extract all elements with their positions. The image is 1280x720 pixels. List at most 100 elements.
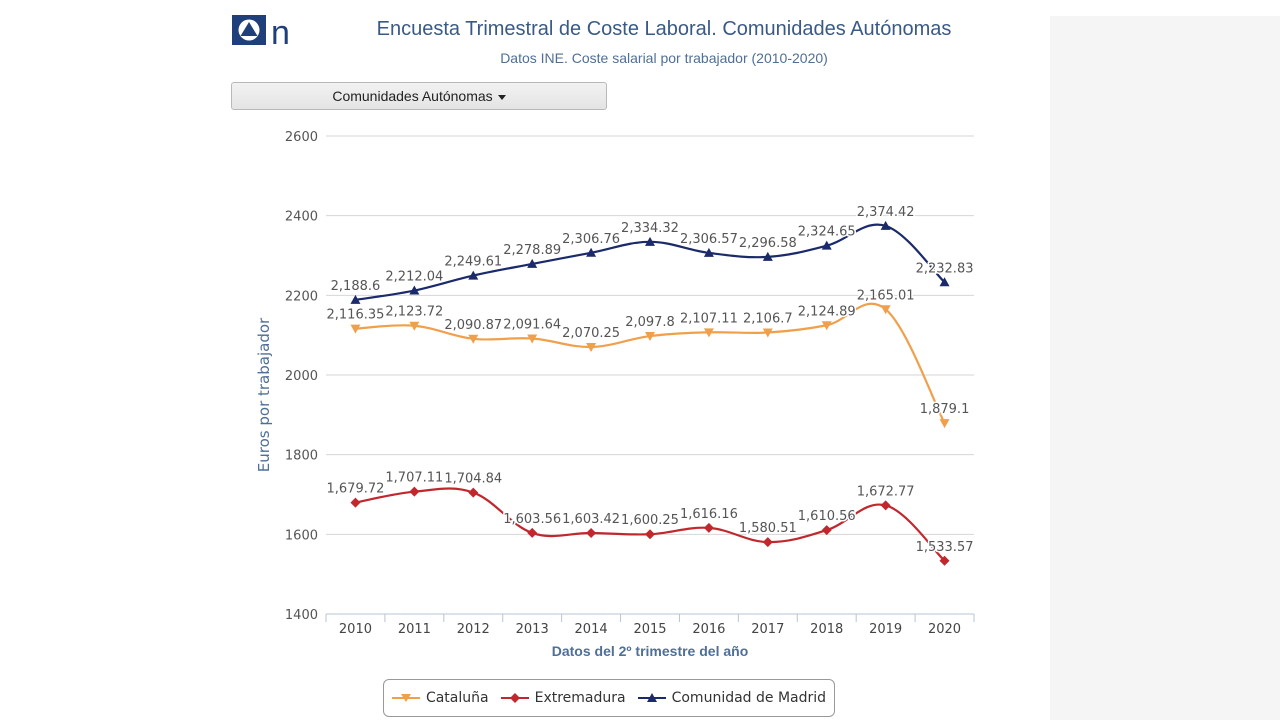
x-tick-label: 2017 bbox=[751, 622, 784, 637]
data-label: 2,306.76 bbox=[562, 232, 620, 247]
svg-text:n: n bbox=[271, 14, 290, 48]
x-tick-label: 2010 bbox=[339, 622, 372, 637]
data-point bbox=[350, 497, 361, 508]
legend-item-cataluna[interactable]: Cataluña bbox=[391, 690, 489, 706]
y-tick-label: 1800 bbox=[285, 449, 318, 464]
logo: n bbox=[231, 14, 305, 52]
side-panel bbox=[1050, 0, 1280, 720]
data-label: 1,879.1 bbox=[920, 402, 970, 417]
data-label: 1,707.11 bbox=[385, 471, 443, 486]
data-label: 1,704.84 bbox=[444, 472, 502, 487]
data-label: 2,116.35 bbox=[327, 308, 385, 323]
data-label: 2,070.25 bbox=[562, 326, 620, 341]
data-label: 2,165.01 bbox=[857, 288, 915, 303]
data-point bbox=[880, 305, 891, 315]
data-label: 2,097.8 bbox=[625, 315, 675, 330]
data-point bbox=[645, 529, 655, 540]
x-tick-label: 2011 bbox=[398, 622, 431, 637]
data-label: 2,296.58 bbox=[739, 236, 797, 251]
data-point bbox=[586, 247, 597, 257]
data-label: 1,603.56 bbox=[503, 512, 561, 527]
logo-icon: n bbox=[232, 14, 290, 52]
data-point bbox=[821, 525, 832, 536]
x-tick-label: 2019 bbox=[869, 622, 902, 637]
data-point bbox=[468, 334, 479, 344]
legend-label: Extremadura bbox=[534, 690, 626, 706]
data-point bbox=[350, 294, 361, 304]
data-point bbox=[762, 328, 773, 338]
series-line bbox=[355, 223, 946, 301]
legend-item-extremadura[interactable]: Extremadura bbox=[500, 690, 626, 706]
data-point bbox=[762, 537, 773, 548]
legend-marker-diamond-icon bbox=[500, 693, 529, 703]
data-label: 2,212.04 bbox=[385, 270, 443, 285]
x-tick-label: 2016 bbox=[692, 622, 725, 637]
page-title: Encuesta Trimestral de Coste Laboral. Co… bbox=[376, 18, 952, 40]
x-tick-label: 2014 bbox=[575, 622, 608, 637]
data-label: 1,603.42 bbox=[562, 512, 620, 527]
data-point bbox=[762, 251, 773, 261]
x-tick-label: 2015 bbox=[633, 622, 666, 637]
data-label: 2,324.65 bbox=[798, 225, 856, 240]
region-dropdown-label: Comunidades Autónomas bbox=[332, 88, 493, 104]
data-point bbox=[527, 258, 538, 268]
data-label: 1,600.25 bbox=[621, 513, 679, 528]
data-label: 2,124.89 bbox=[798, 304, 856, 319]
data-label: 1,533.57 bbox=[916, 540, 974, 555]
data-label: 2,123.72 bbox=[385, 305, 443, 320]
x-tick-label: 2012 bbox=[457, 622, 490, 637]
x-axis-title: Datos del 2º trimestre del año bbox=[552, 643, 749, 659]
y-tick-label: 2400 bbox=[285, 210, 318, 225]
data-label: 2,278.89 bbox=[503, 243, 561, 258]
data-point bbox=[880, 500, 891, 511]
data-point bbox=[939, 419, 950, 429]
region-dropdown[interactable]: Comunidades Autónomas bbox=[231, 82, 607, 110]
y-tick-label: 1600 bbox=[285, 528, 318, 543]
legend-label: Cataluña bbox=[425, 690, 489, 706]
legend-item-madrid[interactable]: Comunidad de Madrid bbox=[637, 690, 827, 706]
data-label: 2,188.6 bbox=[331, 279, 381, 294]
data-label: 1,580.51 bbox=[739, 521, 797, 536]
legend-label: Comunidad de Madrid bbox=[671, 690, 827, 706]
data-point bbox=[468, 270, 479, 280]
data-label: 2,306.57 bbox=[680, 232, 738, 247]
legend-marker-triangle-down-icon bbox=[391, 694, 420, 702]
data-label: 2,334.32 bbox=[621, 221, 679, 236]
data-label: 2,107.11 bbox=[680, 311, 738, 326]
data-point bbox=[939, 277, 950, 287]
data-point bbox=[821, 321, 832, 331]
x-tick-label: 2013 bbox=[516, 622, 549, 637]
data-label: 2,249.61 bbox=[444, 255, 502, 270]
data-point bbox=[703, 328, 714, 338]
data-point bbox=[703, 247, 714, 257]
data-point bbox=[350, 324, 361, 334]
data-point bbox=[527, 334, 538, 344]
data-label: 2,106.7 bbox=[743, 311, 793, 326]
data-point bbox=[468, 487, 479, 498]
data-point bbox=[409, 486, 420, 497]
x-tick-label: 2018 bbox=[810, 622, 843, 637]
data-point bbox=[645, 236, 655, 246]
x-tick-label: 2020 bbox=[928, 622, 961, 637]
data-point bbox=[586, 527, 597, 538]
y-axis-title: Euros por trabajador bbox=[255, 317, 273, 472]
data-point bbox=[645, 332, 655, 342]
data-label: 2,232.83 bbox=[916, 261, 974, 276]
y-tick-label: 1400 bbox=[285, 608, 318, 623]
data-label: 1,672.77 bbox=[857, 484, 915, 499]
data-point bbox=[409, 321, 420, 331]
chart-legend: Cataluña Extremadura Comunidad de Madrid bbox=[383, 679, 835, 717]
data-point bbox=[880, 220, 891, 230]
series-line bbox=[355, 302, 946, 424]
data-label: 2,091.64 bbox=[503, 317, 561, 332]
y-tick-label: 2600 bbox=[285, 130, 318, 145]
data-point bbox=[821, 240, 832, 250]
data-label: 1,679.72 bbox=[327, 482, 385, 497]
data-point bbox=[586, 343, 597, 353]
page-subtitle: Datos INE. Coste salarial por trabajador… bbox=[500, 50, 828, 66]
data-label: 2,090.87 bbox=[444, 318, 502, 333]
data-label: 1,610.56 bbox=[798, 509, 856, 524]
data-point bbox=[409, 285, 420, 295]
data-point bbox=[527, 527, 538, 538]
